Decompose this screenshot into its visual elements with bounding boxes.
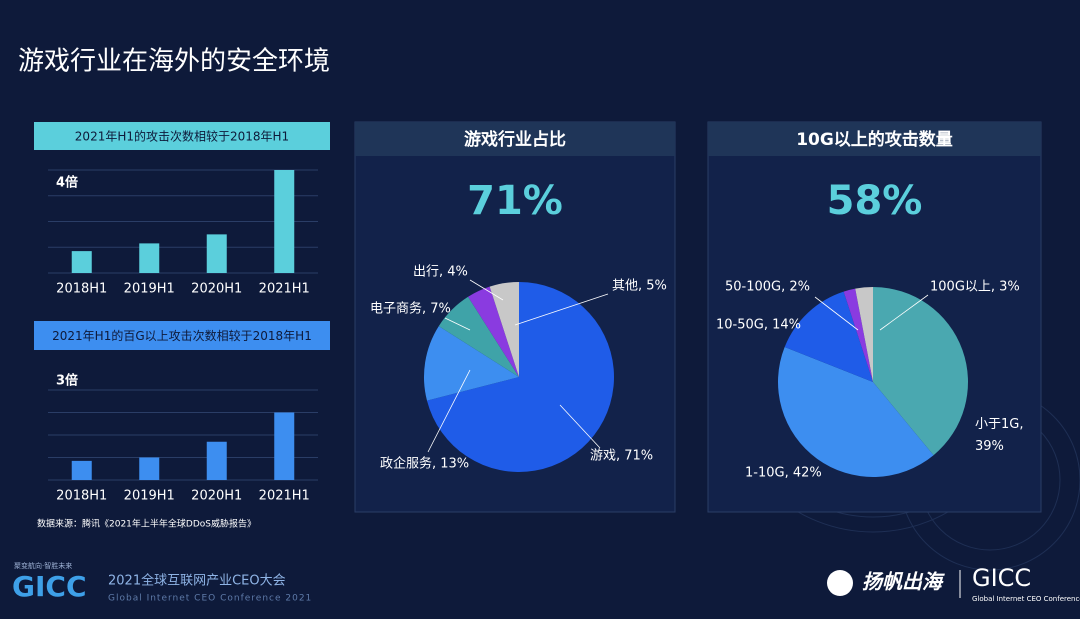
footer-logo-right: GICC [972, 564, 1031, 592]
brand-icon [827, 570, 853, 596]
pie-slice [426, 282, 614, 473]
chart-header [34, 122, 330, 150]
leader-line [427, 369, 471, 453]
footer-brand: 扬帆出海 [862, 570, 945, 594]
pie-slice [489, 282, 519, 377]
label-line: 小于1G, [975, 417, 1028, 432]
data-label: 游戏, 71% [590, 449, 653, 464]
leader-line [469, 279, 504, 301]
pie-slice [855, 287, 873, 382]
bar [71, 251, 92, 273]
bar [274, 412, 295, 480]
data-label: 其他, 5% [612, 279, 667, 294]
x-tick-label: 2018H1 [56, 489, 107, 504]
data-label: 电子商务, 7% [370, 301, 451, 317]
leader-line [879, 294, 929, 331]
headline: 71% [467, 178, 563, 224]
x-tick-label: 2021H1 [259, 489, 310, 504]
source-note: 数据来源：腾讯《2021年上半年全球DDoS威胁报告》 [37, 518, 256, 530]
data-label: 10-50G, 14% [716, 318, 801, 333]
bar [139, 243, 160, 273]
x-tick-label: 2020H1 [191, 282, 242, 297]
slide-title: 游戏行业在海外的安全环境 [18, 47, 330, 77]
chart-header [355, 122, 675, 156]
label-line: 39% [975, 439, 1004, 454]
pie-slice [777, 347, 934, 478]
bar [206, 234, 227, 273]
data-label: 政企服务, 13% [380, 456, 469, 472]
footer-event-en: Global Internet CEO Conference 2021 [108, 594, 312, 604]
x-tick-label: 2021H1 [259, 282, 310, 297]
x-tick-label: 2020H1 [191, 489, 242, 504]
pie-slice [424, 326, 519, 401]
pie-slice [843, 288, 873, 382]
pie-slice [784, 291, 873, 382]
leader-line [814, 296, 859, 331]
data-label: 1-10G, 42% [745, 466, 822, 481]
data-label: 小于1G, 39% [975, 417, 1028, 454]
x-tick-label: 2019H1 [124, 489, 175, 504]
footer-event: 2021全球互联网产业CEO大会 [108, 573, 286, 589]
chart-header [708, 122, 1041, 156]
chart-title: 2021年H1的百G以上攻击次数相较于2018年H1 [52, 328, 312, 343]
chart-title: 2021年H1的攻击次数相较于2018年H1 [75, 129, 289, 144]
leader-line [514, 293, 609, 326]
footer-logo-right-en: Global Internet CEO Conference [972, 595, 1080, 603]
data-label: 出行, 4% [413, 265, 468, 280]
x-tick-label: 2018H1 [56, 282, 107, 297]
pie-slice [873, 287, 969, 456]
bar [139, 457, 160, 480]
data-label: 100G以上, 3% [930, 280, 1020, 295]
annotation: 3倍 [56, 373, 78, 389]
chart-header [34, 321, 330, 350]
pie-slice [438, 296, 519, 377]
pie-slice [468, 286, 519, 377]
footer-tagline: 聚变航向·智胜未来 [14, 561, 72, 570]
data-label: 50-100G, 2% [725, 280, 810, 295]
bar [274, 170, 295, 273]
leader-line [444, 317, 471, 331]
headline: 58% [827, 178, 923, 224]
chart-title: 10G以上的攻击数量 [796, 129, 953, 150]
bar [206, 441, 227, 480]
x-tick-label: 2019H1 [124, 282, 175, 297]
chart-title: 游戏行业占比 [464, 129, 566, 150]
leader-line [559, 404, 601, 449]
bar [71, 460, 92, 480]
annotation: 4倍 [56, 175, 78, 191]
footer-logo: GICC [12, 570, 87, 603]
